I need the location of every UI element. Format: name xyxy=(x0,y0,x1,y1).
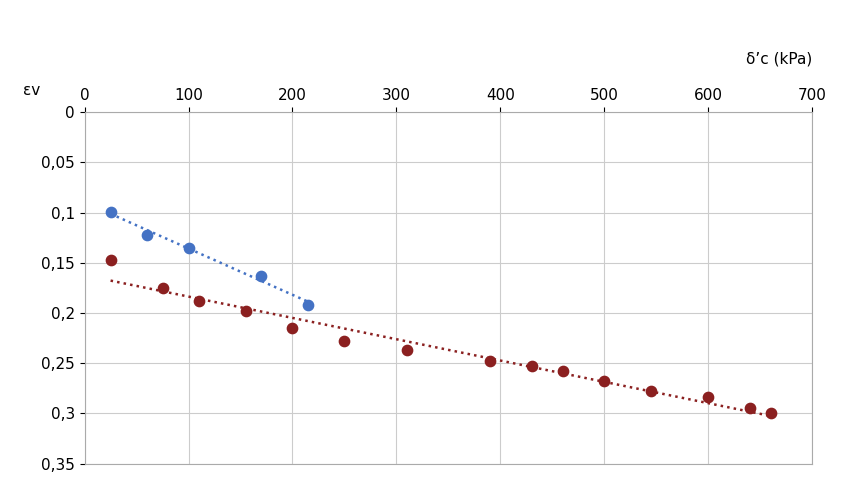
Text: δ’c (kPa): δ’c (kPa) xyxy=(746,52,812,66)
Point xyxy=(483,357,497,365)
Text: εv: εv xyxy=(23,83,40,98)
Point xyxy=(301,301,315,309)
Point xyxy=(701,393,715,401)
Point xyxy=(525,362,538,370)
Point xyxy=(645,387,658,395)
Point xyxy=(182,244,195,252)
Point xyxy=(156,284,169,292)
Point xyxy=(338,337,351,345)
Point xyxy=(104,208,118,216)
Point xyxy=(597,377,611,385)
Point xyxy=(192,297,206,305)
Point xyxy=(286,324,299,332)
Point xyxy=(764,409,777,417)
Point xyxy=(255,272,268,280)
Point xyxy=(556,367,569,375)
Point xyxy=(104,256,118,264)
Point xyxy=(140,231,154,239)
Point xyxy=(239,307,252,315)
Point xyxy=(743,405,756,412)
Point xyxy=(400,346,414,354)
